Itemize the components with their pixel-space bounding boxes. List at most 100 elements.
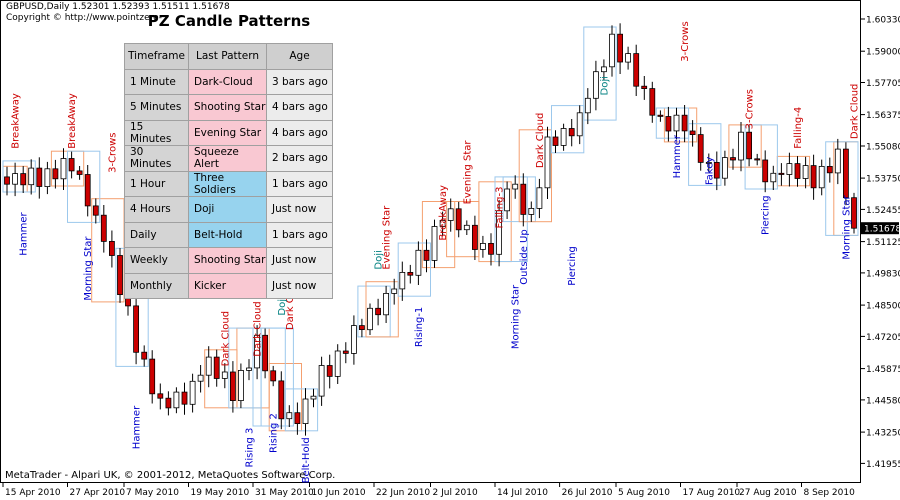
timeframe-cell: 1 Hour: [124, 170, 189, 197]
candle: [552, 130, 559, 153]
candle: [92, 198, 99, 224]
candle: [601, 59, 607, 80]
candle: [625, 46, 631, 70]
pattern-label: Piercing: [761, 195, 772, 235]
pattern-cell: Shooting Star: [188, 94, 267, 121]
pattern-box: [655, 107, 690, 139]
candle: [165, 391, 172, 416]
age-cell: 4 bars ago: [266, 94, 333, 121]
pattern-box: [365, 281, 399, 338]
pattern-box: [252, 327, 286, 427]
panel-row: 4 Hours Doji Just now: [124, 196, 333, 223]
candle: [818, 159, 825, 196]
price-tick-label: 1.55080: [866, 143, 900, 153]
age-cell: Just now: [266, 247, 333, 274]
pattern-label: Morning Star: [511, 284, 522, 349]
footer-text: MetaTrader - Alpari UK, © 2001-2012, Met…: [5, 470, 336, 481]
candle: [350, 315, 357, 365]
pattern-label: BreakAway: [438, 185, 449, 241]
candle-layer: [4, 23, 857, 436]
symbol-info: GBPUSD,Daily 1.52301 1.52393 1.51511 1.5…: [6, 2, 230, 12]
candle: [762, 150, 769, 193]
price-tick-label: 1.53750: [866, 175, 900, 185]
pattern-label: Dark Cloud: [253, 301, 264, 356]
candle: [722, 150, 728, 186]
candle: [270, 365, 277, 387]
candle: [851, 192, 857, 234]
panel-row: 30 Minutes Squeeze Alert 2 bars ago: [124, 145, 333, 172]
panel-column-header: Timeframe: [124, 43, 189, 70]
candle: [157, 383, 164, 410]
pattern-label: Dark Cloud: [535, 113, 546, 168]
candle: [657, 110, 664, 122]
price-tick-label: 1.41955: [866, 460, 900, 470]
candle: [689, 120, 696, 147]
candle: [528, 201, 535, 222]
candle: [310, 388, 317, 408]
time-tick-label: 27 Apr 2010: [70, 488, 126, 498]
candle: [673, 107, 680, 140]
timeframe-cell: Weekly: [124, 247, 189, 274]
pattern-label: Rising 2: [269, 413, 280, 453]
candle: [843, 142, 849, 206]
candle: [36, 157, 43, 199]
age-cell: 3 bars ago: [266, 68, 333, 95]
pattern-label: Outside Up: [519, 229, 530, 284]
candle: [60, 148, 67, 190]
pattern-cell: Squeeze Alert: [188, 145, 267, 172]
candle: [84, 165, 91, 217]
price-tick-label: 1.44580: [866, 396, 900, 406]
price-tick-label: 1.45875: [866, 365, 900, 375]
panel-row: 1 Minute Dark-Cloud 3 bars ago: [124, 68, 333, 95]
age-cell: 4 bars ago: [266, 119, 333, 146]
candle: [407, 264, 414, 284]
pattern-label: Hammer: [19, 212, 30, 256]
candle: [254, 325, 261, 380]
candle: [109, 230, 115, 268]
panel-column-header: Age: [266, 43, 333, 70]
candle: [665, 106, 672, 142]
candle: [52, 159, 59, 189]
patterns-panel: Timeframe Last Pattern Age 1 Minute Dark-Clo…: [124, 43, 333, 299]
candle: [810, 154, 817, 200]
candle: [786, 152, 793, 187]
candle: [326, 354, 333, 389]
copyright-text: Copyright © http://www.pointzero-: [6, 13, 163, 23]
candle: [479, 235, 486, 258]
time-tick-label: 17 Aug 2010: [683, 488, 741, 498]
candle: [778, 163, 785, 186]
pattern-cell: Belt-Hold: [188, 221, 267, 248]
price-tick-label: 1.57705: [866, 79, 900, 89]
candle: [133, 295, 140, 365]
pattern-label: Morning Star: [841, 195, 852, 260]
candle: [463, 220, 470, 235]
time-tick-label: 19 May 2010: [191, 488, 250, 498]
candle: [423, 239, 430, 273]
candle: [560, 123, 567, 151]
panel-row: 5 Minutes Shooting Star 4 bars ago: [124, 94, 333, 121]
candle: [342, 342, 349, 364]
time-tick-label: 14 Jul 2010: [497, 488, 548, 498]
age-cell: 1 bars ago: [266, 221, 333, 248]
candle: [237, 363, 244, 409]
candle: [431, 219, 438, 268]
panel-row: Weekly Shooting Star Just now: [124, 247, 333, 274]
candle: [770, 165, 777, 190]
candle: [746, 125, 752, 167]
pattern-box: [583, 26, 617, 121]
candle: [415, 241, 422, 285]
pattern-label: Rising 3: [245, 428, 256, 468]
time-tick-label: 22 Jun 2010: [376, 488, 430, 498]
pattern-label: BreakAway: [11, 93, 22, 149]
candle: [633, 44, 640, 96]
candle: [609, 25, 615, 77]
pattern-label: Fakey: [704, 157, 715, 186]
candle: [488, 233, 494, 266]
pattern-box: [688, 123, 722, 186]
price-axis: 1.60330 1.59000 1.57705 1.56375 1.55080 1.537…: [861, 16, 900, 470]
candle: [697, 127, 704, 171]
panel-title: PZ Candle Patterns: [147, 12, 311, 30]
pattern-label-layer: BreakAway BreakAway 3-Crows Hammer Morning S…: [11, 21, 861, 483]
pattern-label: 3-Crows: [107, 133, 118, 173]
candle: [4, 166, 10, 196]
